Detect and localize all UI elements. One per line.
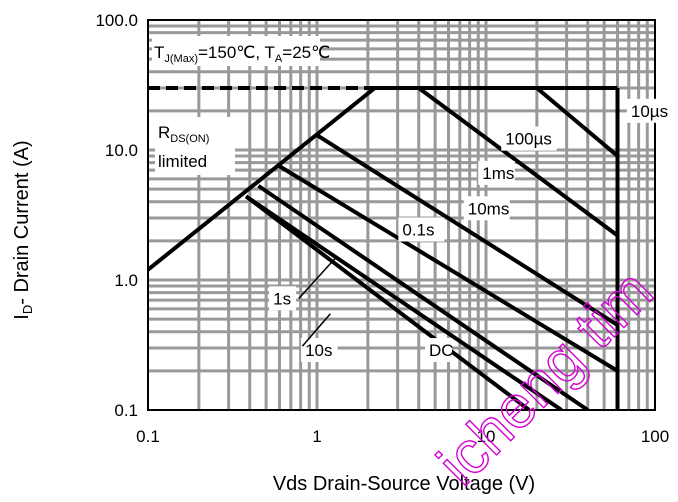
series-labels: 10µs 100µs 1ms 10ms 0.1s 1s 10s DC [269, 98, 673, 363]
series-label: 10s [305, 341, 332, 360]
x-tick-label: 100 [641, 427, 669, 446]
rds-on-label: RDS(ON) limited [155, 117, 235, 175]
plot-lines [148, 85, 620, 410]
series-line-1s [257, 184, 589, 410]
x-tick-label: 10 [477, 427, 496, 446]
series-label-bg [478, 160, 515, 185]
series-label-bg [425, 338, 453, 363]
series-line-100µs [535, 86, 619, 158]
y-axis-title: ID- Drain Current (A) [11, 140, 35, 319]
pointer-10s [301, 313, 331, 347]
pointer-1s [298, 256, 337, 300]
rds-on-limit-line [148, 86, 377, 272]
series-label: DC [429, 341, 454, 360]
y-tick-label: 100.0 [95, 11, 138, 30]
series-line-0.1s [278, 164, 619, 373]
series-label: 1ms [482, 164, 514, 183]
y-tick-label: 10.0 [105, 141, 138, 160]
series-label-bg [301, 338, 338, 363]
y-tick-label: 0.1 [114, 401, 138, 420]
series-label: 100µs [505, 130, 552, 149]
svg-text:TJ(Max)=150℃, TA=25℃: TJ(Max)=150℃, TA=25℃ [154, 43, 330, 65]
series-line-10s [244, 194, 563, 410]
plot-border [147, 19, 656, 411]
conditions-label: TJ(Max)=150℃, TA=25℃ [152, 36, 330, 66]
series-line-10ms [315, 133, 619, 327]
x-tick-label: 0.1 [136, 427, 160, 446]
series-label-bg [398, 217, 445, 242]
series-label-bg [626, 98, 673, 123]
series-line-1ms [417, 86, 619, 238]
series-line-DC [244, 194, 531, 410]
y-tick-label: 1.0 [114, 271, 138, 290]
x-tick-label: 1 [312, 427, 321, 446]
series-label: 1s [273, 289, 291, 308]
x-axis-title: Vds Drain-Source Voltage (V) [273, 473, 535, 495]
series-label-bg [269, 286, 297, 311]
series-label-bg [501, 126, 557, 151]
series-label: 0.1s [402, 220, 434, 239]
svg-text:limited: limited [158, 152, 207, 171]
svg-text:RDS(ON): RDS(ON) [158, 123, 209, 145]
series-label: 10ms [468, 199, 510, 218]
series-label-bg [463, 196, 510, 221]
tick-labels: 0.1 1 10 100 0.1 1.0 10.0 100.0 [95, 11, 669, 446]
series-label: 10µs [631, 102, 668, 121]
